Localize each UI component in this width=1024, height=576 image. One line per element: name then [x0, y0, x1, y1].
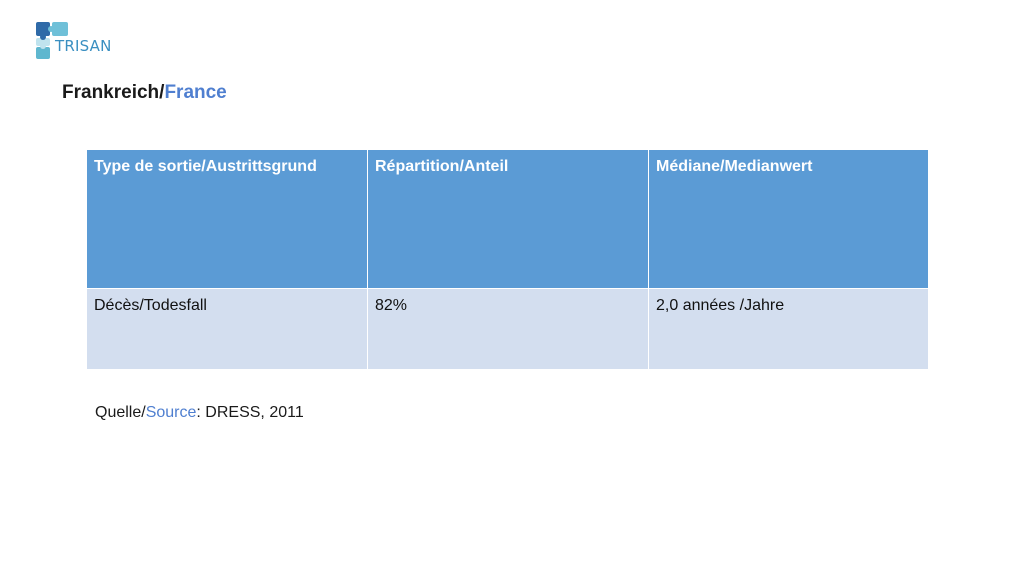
source-value: : DRESS, 2011 [196, 404, 304, 421]
cell-share: 82% [367, 288, 649, 370]
trisan-logo: TRISAN [34, 20, 124, 64]
source-label-french: Source [145, 404, 197, 421]
source-label-german: Quelle/ [95, 404, 146, 421]
header-cell-exit-type: Type de sortie/Austrittsgrund [86, 149, 368, 289]
logo-text: TRISAN [55, 37, 112, 55]
title-german: Frankreich/ [62, 82, 165, 103]
title-french: France [164, 82, 227, 103]
data-table: Type de sortie/Austrittsgrund Répartitio… [86, 149, 929, 370]
table-row: Décès/Todesfall 82% 2,0 années /Jahre [86, 288, 929, 370]
cell-exit-type: Décès/Todesfall [86, 288, 368, 370]
header-cell-median: Médiane/Medianwert [648, 149, 929, 289]
page-title: Frankreich/France [62, 82, 227, 104]
puzzle-logo-icon [36, 22, 68, 59]
table-header-row: Type de sortie/Austrittsgrund Répartitio… [86, 149, 929, 289]
header-cell-share: Répartition/Anteil [367, 149, 649, 289]
cell-median: 2,0 années /Jahre [648, 288, 929, 370]
source-note: Quelle/Source: DRESS, 2011 [95, 404, 304, 422]
